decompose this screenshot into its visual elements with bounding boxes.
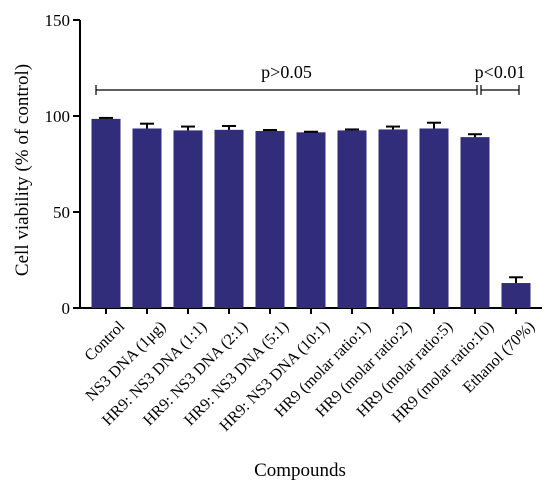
bar <box>460 137 490 308</box>
x-axis-title: Compounds <box>254 460 346 481</box>
bar <box>132 128 162 308</box>
bar <box>91 118 121 308</box>
bar <box>255 130 285 308</box>
bar <box>337 130 367 308</box>
significance-annotations: p>0.05 p<0.01 <box>95 62 526 95</box>
y-tick-label: 150 <box>45 11 71 30</box>
y-tick-label: 50 <box>53 203 70 222</box>
bar <box>173 130 203 308</box>
bar <box>378 129 408 308</box>
y-tick-label: 100 <box>45 107 71 126</box>
bars <box>91 116 531 308</box>
annotation-label: p<0.01 <box>475 62 526 82</box>
x-tick-label: Ethanol (70%) <box>460 318 538 396</box>
bar <box>214 129 244 308</box>
bar <box>501 283 531 308</box>
bar <box>296 132 326 308</box>
bar <box>419 128 449 308</box>
y-axis-title: Cell viability (% of control) <box>12 64 33 276</box>
annotation-label: p>0.05 <box>261 62 312 82</box>
y-tick-label: 0 <box>62 299 71 318</box>
